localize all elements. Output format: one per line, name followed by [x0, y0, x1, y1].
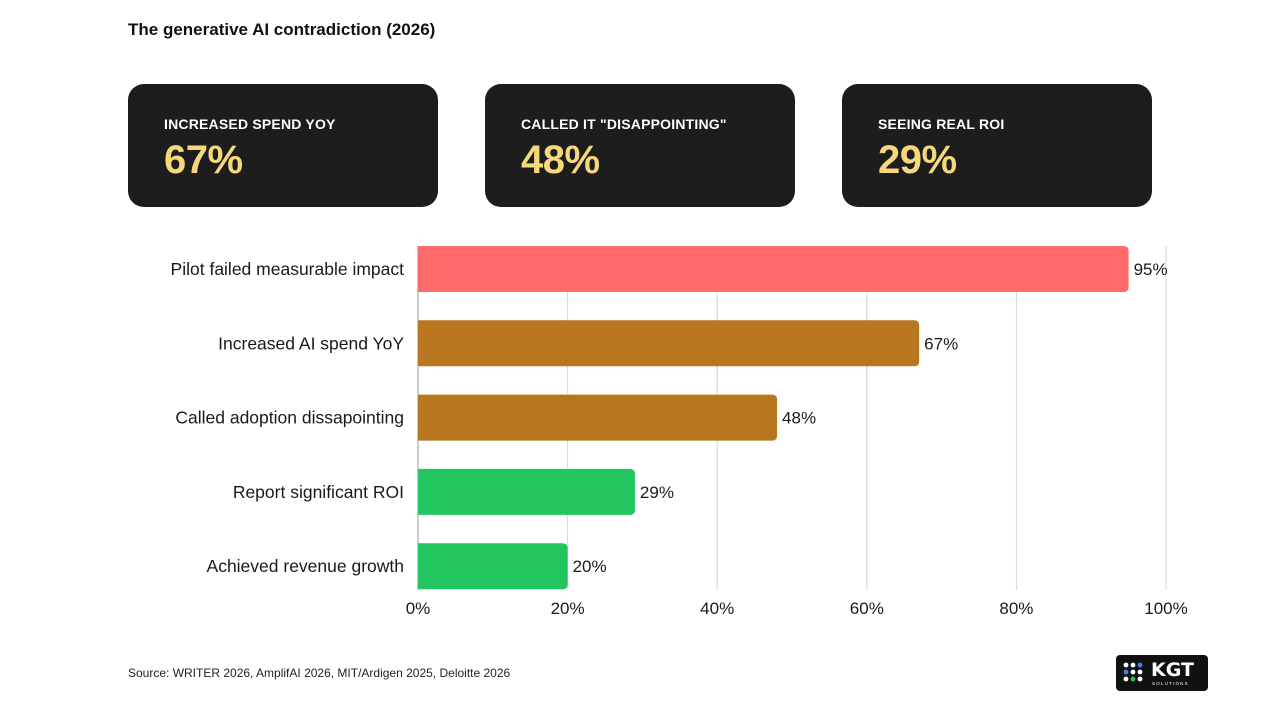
logo-dots-icon	[1123, 662, 1143, 682]
bar	[418, 320, 920, 367]
source-note: Source: WRITER 2026, AmplifAI 2026, MIT/…	[128, 666, 511, 680]
x-tick-label: 60%	[850, 599, 884, 618]
bar	[418, 246, 1129, 292]
bar	[418, 543, 568, 590]
logo-wordmark: KGT	[1151, 659, 1194, 681]
data-label: 29%	[640, 483, 674, 502]
x-tick-label: 80%	[999, 599, 1033, 618]
bar	[418, 468, 635, 515]
stat-label: SEEING REAL ROI	[878, 116, 1005, 132]
category-label: Called adoption dissapointing	[175, 408, 404, 428]
stat-card-spend: INCREASED SPEND YOY 67%	[128, 84, 438, 207]
stat-label: CALLED IT "DISAPPOINTING"	[521, 116, 727, 132]
x-tick-label: 20%	[551, 599, 585, 618]
stat-value: 67%	[164, 138, 243, 182]
category-label: Increased AI spend YoY	[218, 333, 404, 353]
stat-value: 29%	[878, 138, 957, 182]
stat-value: 48%	[521, 138, 600, 182]
data-label: 67%	[924, 334, 958, 353]
x-tick-label: 0%	[406, 599, 431, 618]
company-logo: KGT SOLUTIONS	[1116, 655, 1208, 691]
stat-card-disappointing: CALLED IT "DISAPPOINTING" 48%	[485, 84, 795, 207]
x-tick-label: 40%	[700, 599, 734, 618]
category-label: Achieved revenue growth	[207, 556, 404, 576]
bar	[418, 394, 778, 441]
stat-label: INCREASED SPEND YOY	[164, 116, 336, 132]
chart-title: The generative AI contradiction (2026)	[128, 20, 436, 39]
stat-card-roi: SEEING REAL ROI 29%	[842, 84, 1152, 207]
x-tick-label: 100%	[1144, 599, 1187, 618]
data-label: 48%	[782, 409, 816, 428]
logo-subtitle: SOLUTIONS	[1152, 681, 1189, 686]
data-label: 95%	[1134, 260, 1168, 279]
category-label: Report significant ROI	[233, 482, 404, 502]
data-label: 20%	[573, 557, 607, 576]
category-label: Pilot failed measurable impact	[171, 259, 405, 279]
